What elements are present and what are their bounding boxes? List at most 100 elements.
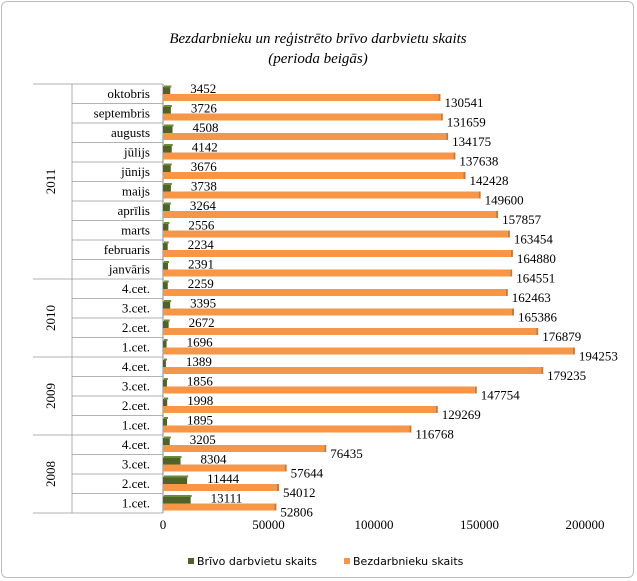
bar-unemployed xyxy=(163,269,511,277)
bar-unemployed-side xyxy=(446,133,449,140)
bar-unemployed xyxy=(163,464,285,472)
bar-unemployed xyxy=(163,113,441,121)
bar-unemployed xyxy=(163,133,447,140)
category-label: oktobris xyxy=(107,86,150,101)
bar-unemployed xyxy=(163,347,573,355)
bar-unemployed-side xyxy=(541,367,544,374)
category-label: 3.cet. xyxy=(122,378,150,393)
data-label-vacancies: 3738 xyxy=(191,179,217,194)
bar-vacancies-top xyxy=(164,339,168,341)
bar-vacancies-top xyxy=(164,85,172,88)
bar-vacancies xyxy=(163,262,169,270)
group-label: 2010 xyxy=(43,305,58,331)
category-label: maijs xyxy=(122,183,150,198)
data-label-unemployed: 142428 xyxy=(470,173,509,188)
bar-unemployed xyxy=(163,230,508,238)
category-label: aprīlis xyxy=(118,203,151,218)
bar-unemployed-side xyxy=(284,464,287,472)
bar-unemployed xyxy=(163,191,479,199)
data-label-vacancies: 1696 xyxy=(187,335,214,350)
group-label: 2009 xyxy=(43,383,58,409)
category-label: 4.cet. xyxy=(122,437,150,452)
bar-unemployed xyxy=(163,94,439,101)
data-label-vacancies: 2556 xyxy=(188,218,215,233)
bar-vacancies xyxy=(163,477,188,484)
category-label: 2.cet. xyxy=(122,476,150,491)
category-label: 1.cet. xyxy=(122,339,150,354)
data-label-vacancies: 3205 xyxy=(190,432,216,447)
data-label-vacancies: 3264 xyxy=(190,198,217,213)
data-label-vacancies: 2259 xyxy=(188,276,214,291)
bar-unemployed-side xyxy=(510,269,513,277)
data-label-unemployed: 165386 xyxy=(518,310,558,325)
category-label: februaris xyxy=(104,242,150,257)
x-tick-label: 150000 xyxy=(460,517,499,532)
data-label-vacancies: 3676 xyxy=(191,159,218,174)
bar-unemployed-side xyxy=(438,94,441,101)
data-label-unemployed: 149600 xyxy=(485,193,524,208)
bar-vacancies-top xyxy=(164,144,173,146)
bar-unemployed xyxy=(163,386,475,394)
bar-vacancies xyxy=(163,301,171,309)
bar-vacancies-top xyxy=(164,495,192,497)
data-label-unemployed: 194253 xyxy=(579,349,618,364)
data-label-unemployed: 179235 xyxy=(547,368,586,383)
bar-unemployed xyxy=(163,484,277,491)
data-label-vacancies: 1895 xyxy=(187,413,213,428)
data-label-vacancies: 2234 xyxy=(188,237,215,252)
data-label-unemployed: 164551 xyxy=(516,271,555,286)
bar-unemployed-side xyxy=(505,289,508,296)
bar-vacancies-top xyxy=(164,163,172,166)
data-label-unemployed: 130541 xyxy=(444,95,483,110)
x-tick-label: 0 xyxy=(160,517,167,532)
bar-unemployed xyxy=(163,211,497,218)
bar-unemployed-side xyxy=(507,230,510,238)
category-label: 1.cet. xyxy=(122,495,150,510)
bar-unemployed-side xyxy=(276,484,279,491)
bar-vacancies xyxy=(163,438,170,445)
bar-vacancies-top xyxy=(164,300,172,302)
data-label-unemployed: 57644 xyxy=(291,466,324,481)
bar-vacancies-top xyxy=(164,280,169,283)
data-label-unemployed: 76435 xyxy=(330,446,363,461)
bar-unemployed xyxy=(163,328,537,335)
data-label-vacancies: 3452 xyxy=(190,81,216,96)
data-label-unemployed: 157857 xyxy=(502,212,541,227)
bar-vacancies-top xyxy=(164,378,168,380)
bar-vacancies-top xyxy=(164,183,172,185)
bar-vacancies xyxy=(163,399,168,406)
x-tick-label: 50000 xyxy=(252,517,285,532)
data-label-unemployed: 129269 xyxy=(442,407,481,422)
bar-vacancies xyxy=(163,496,191,504)
bar-unemployed-side xyxy=(440,113,443,121)
data-label-unemployed: 52806 xyxy=(280,505,313,520)
bar-vacancies-top xyxy=(164,241,169,244)
bar-unemployed-side xyxy=(510,250,513,257)
bar-vacancies xyxy=(163,106,171,114)
data-label-unemployed: 137638 xyxy=(459,154,498,169)
bar-unemployed xyxy=(163,172,464,179)
legend: Brīvo darbvietu skaits Bezdarbnieku skait… xyxy=(188,555,464,568)
bar-unemployed-side xyxy=(511,308,514,316)
bar-vacancies xyxy=(163,204,170,211)
legend-label: Brīvo darbvietu skaits xyxy=(197,555,317,568)
data-label-unemployed: 54012 xyxy=(283,485,316,500)
bar-unemployed-side xyxy=(435,406,438,413)
bar-vacancies xyxy=(163,360,166,367)
bar-vacancies xyxy=(163,126,173,133)
x-tick-label: 100000 xyxy=(355,517,394,532)
bar-vacancies-top xyxy=(164,105,172,107)
bar-unemployed-side xyxy=(536,328,539,335)
bar-unemployed-side xyxy=(324,445,327,452)
x-tick-label: 200000 xyxy=(566,517,605,532)
bar-vacancies-top xyxy=(164,456,182,458)
data-label-vacancies: 3395 xyxy=(190,296,216,311)
group-label: 2008 xyxy=(43,461,58,487)
bar-vacancies-top xyxy=(164,202,171,205)
data-label-vacancies: 1856 xyxy=(187,374,214,389)
data-label-vacancies: 11444 xyxy=(207,471,240,486)
bar-vacancies-top xyxy=(164,124,174,127)
category-label: augusts xyxy=(111,125,150,140)
bar-vacancies-top xyxy=(164,358,167,361)
